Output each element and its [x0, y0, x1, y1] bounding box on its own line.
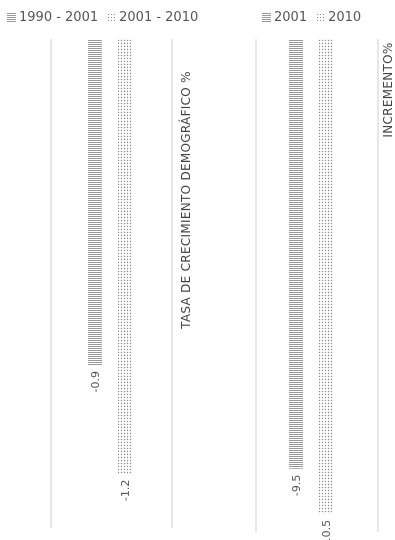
legend-label: 2001	[274, 9, 308, 25]
legend-label: 2010	[328, 9, 362, 25]
bar-2001-2010	[118, 39, 132, 474]
legend-swatch-dense	[7, 12, 16, 22]
legend-item-2001-2010: 2001 - 2010	[107, 10, 198, 25]
chart-panel: -0.9 -1.2 TASA DE CRECIMIENTO DEMOGRÁFICO …	[50, 39, 193, 528]
bar-2010	[319, 39, 333, 514]
chart-title: INCREMENTO%	[381, 42, 395, 137]
legend-right: 2001 2010	[262, 8, 370, 26]
data-label: -9.5	[290, 475, 303, 496]
legend-item-2010: 2010	[316, 10, 361, 25]
data-label: -10.5	[320, 520, 333, 540]
legend-swatch-dots	[316, 12, 326, 22]
legend-left: 1990 - 2001 2001 - 2010	[7, 8, 207, 26]
legend-swatch-dense	[262, 12, 271, 22]
legend-item-2001: 2001	[262, 10, 307, 25]
data-label: -0.9	[89, 371, 102, 392]
legend-label: 1990 - 2001	[19, 9, 99, 25]
chart-panel: -9.5 -10.5 INCREMENTO%	[255, 39, 395, 540]
bar-1990-2001	[88, 39, 102, 365]
legend-item-1990-2001: 1990 - 2001	[7, 10, 98, 25]
data-label: -1.2	[119, 480, 132, 501]
legend-swatch-dots	[107, 12, 117, 22]
bar-2001	[289, 39, 303, 469]
chart-title: TASA DE CRECIMIENTO DEMOGRÁFICO %	[178, 71, 193, 330]
legend-label: 2001 - 2010	[119, 9, 199, 25]
